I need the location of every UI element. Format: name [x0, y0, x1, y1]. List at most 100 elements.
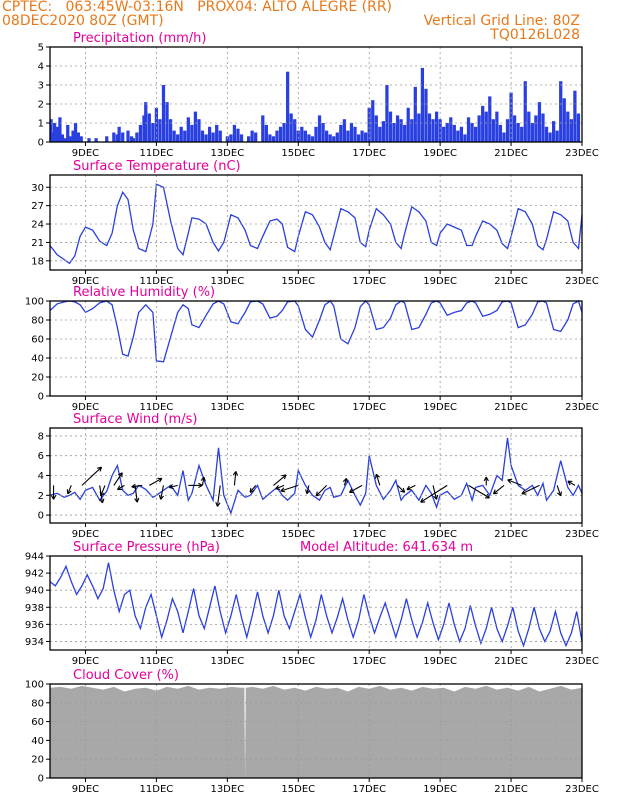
precip-bar — [512, 115, 517, 142]
wind-vector — [113, 472, 123, 486]
header-line2-left: 08DEC2020 80Z (GMT) — [2, 13, 164, 29]
x-tick-label: 17DEC — [352, 402, 386, 413]
precip-bar — [317, 115, 322, 142]
precip-bar — [505, 119, 510, 142]
precip-bar — [115, 134, 120, 142]
wind-vector-head — [157, 477, 163, 483]
precip-bar — [293, 119, 297, 142]
wind-vector-head — [198, 482, 203, 489]
precip-bar — [307, 134, 311, 142]
wind-vector-head — [275, 485, 281, 490]
wind-vector — [406, 484, 416, 491]
panel-title-wind: Surface Wind (m/s) — [73, 412, 197, 427]
precip-bar — [360, 130, 364, 142]
y-tick-label: 936 — [25, 620, 44, 631]
precip-bar — [158, 119, 162, 142]
precip-bar — [271, 136, 276, 142]
panel-pressure: Surface Pressure (hPa) Model Altitude: 64… — [25, 540, 599, 667]
y-tick-label: 0 — [38, 511, 44, 522]
precip-bar — [142, 115, 146, 142]
y-tick-label: 80 — [31, 316, 44, 327]
wind-vector — [149, 477, 163, 486]
x-tick-label: 21DEC — [494, 276, 528, 287]
panel-title-precip: Precipitation (mm/h) — [73, 31, 206, 46]
x-tick-label: 19DEC — [423, 529, 457, 540]
y-tick-label: 24 — [31, 220, 44, 231]
panel-cloud: Cloud Cover (%) 0 20 40 60 80 100 9DEC 11DEC 13DE… — [25, 668, 599, 795]
panel-title-temp: Surface Temperature (nC) — [73, 159, 241, 174]
wind-vector-head — [117, 485, 122, 491]
wind-vector-head — [420, 497, 426, 503]
wind-vector — [249, 485, 257, 493]
y-tick-label: 6 — [38, 451, 44, 462]
wind-vector — [275, 484, 285, 490]
wind-vector-head — [400, 487, 406, 493]
precip-bar — [204, 134, 208, 142]
precip-bar — [523, 81, 527, 142]
x-tick-label: 9DEC — [72, 276, 99, 287]
precip-bar — [495, 111, 499, 142]
precip-bar — [388, 111, 393, 142]
wind-vector-head — [521, 489, 527, 495]
y-tick-label: 4 — [38, 471, 44, 482]
x-tick-label: 15DEC — [281, 784, 315, 795]
x-tick-label: 17DEC — [352, 276, 386, 287]
panel-title-rh: Relative Humidity (%) — [73, 285, 215, 300]
wind-vector-head — [99, 491, 105, 497]
precip-bar — [49, 119, 53, 142]
y-tick-label: 0 — [38, 774, 44, 785]
precip-bar — [52, 123, 57, 142]
y-tick-label: 60 — [31, 717, 44, 728]
precip-bar — [353, 126, 357, 142]
x-tick-label: 13DEC — [210, 656, 244, 667]
wind-vector-head — [492, 489, 499, 495]
wind-vector — [567, 480, 576, 486]
panel-annotation-pressure: Model Altitude: 641.634 m — [300, 540, 473, 555]
precip-bar — [186, 117, 190, 142]
precip-bar — [417, 113, 421, 142]
precip-bar — [190, 124, 194, 142]
x-tick-label: 9DEC — [72, 148, 99, 159]
x-tick-label: 19DEC — [423, 784, 457, 795]
precip-bar — [346, 130, 350, 142]
wind-vector — [343, 478, 348, 486]
precip-bar — [488, 96, 492, 142]
y-tick-label: 20 — [31, 755, 44, 766]
series-line-pressure — [49, 562, 583, 648]
precip-bar — [481, 105, 485, 142]
precip-bar — [94, 138, 98, 142]
y-tick-label: 2 — [38, 100, 44, 111]
precip-bar — [456, 130, 460, 142]
precip-bar — [559, 81, 563, 142]
header-line2-right: Vertical Grid Line: 80Z — [423, 13, 580, 29]
precip-bar — [197, 119, 201, 142]
precip-bar — [537, 102, 542, 142]
y-tick-label: 21 — [31, 238, 44, 249]
x-tick-label: 13DEC — [210, 529, 244, 540]
wind-vector-head — [406, 485, 412, 491]
precip-bar — [530, 123, 534, 142]
wind-vector — [131, 484, 143, 488]
header-line1: CPTEC: 063:45W-03:16N PROX04: ALTO ALEGR… — [2, 0, 393, 15]
x-tick-label: 17DEC — [352, 148, 386, 159]
precip-bar — [378, 126, 382, 142]
x-tick-label: 11DEC — [140, 148, 174, 159]
series-line-rh — [49, 300, 583, 363]
precip-bar — [165, 102, 169, 142]
wind-vector-head — [557, 491, 563, 497]
panel-title-pressure: Surface Pressure (hPa) — [73, 540, 220, 555]
precip-bar — [364, 132, 368, 142]
precip-bar — [63, 138, 67, 142]
wind-vector — [493, 484, 505, 495]
y-tick-label: 0 — [38, 138, 44, 149]
wind-vector — [117, 484, 125, 491]
x-tick-label: 11DEC — [140, 656, 174, 667]
wind-vector-head — [117, 472, 123, 478]
precip-bar — [406, 107, 410, 142]
wind-vector-head — [433, 494, 439, 500]
y-tick-label: 2 — [38, 491, 44, 502]
wind-vector-head — [99, 498, 105, 504]
precip-bar — [399, 119, 403, 142]
wind-vector — [81, 466, 102, 486]
precip-bar — [261, 115, 265, 142]
